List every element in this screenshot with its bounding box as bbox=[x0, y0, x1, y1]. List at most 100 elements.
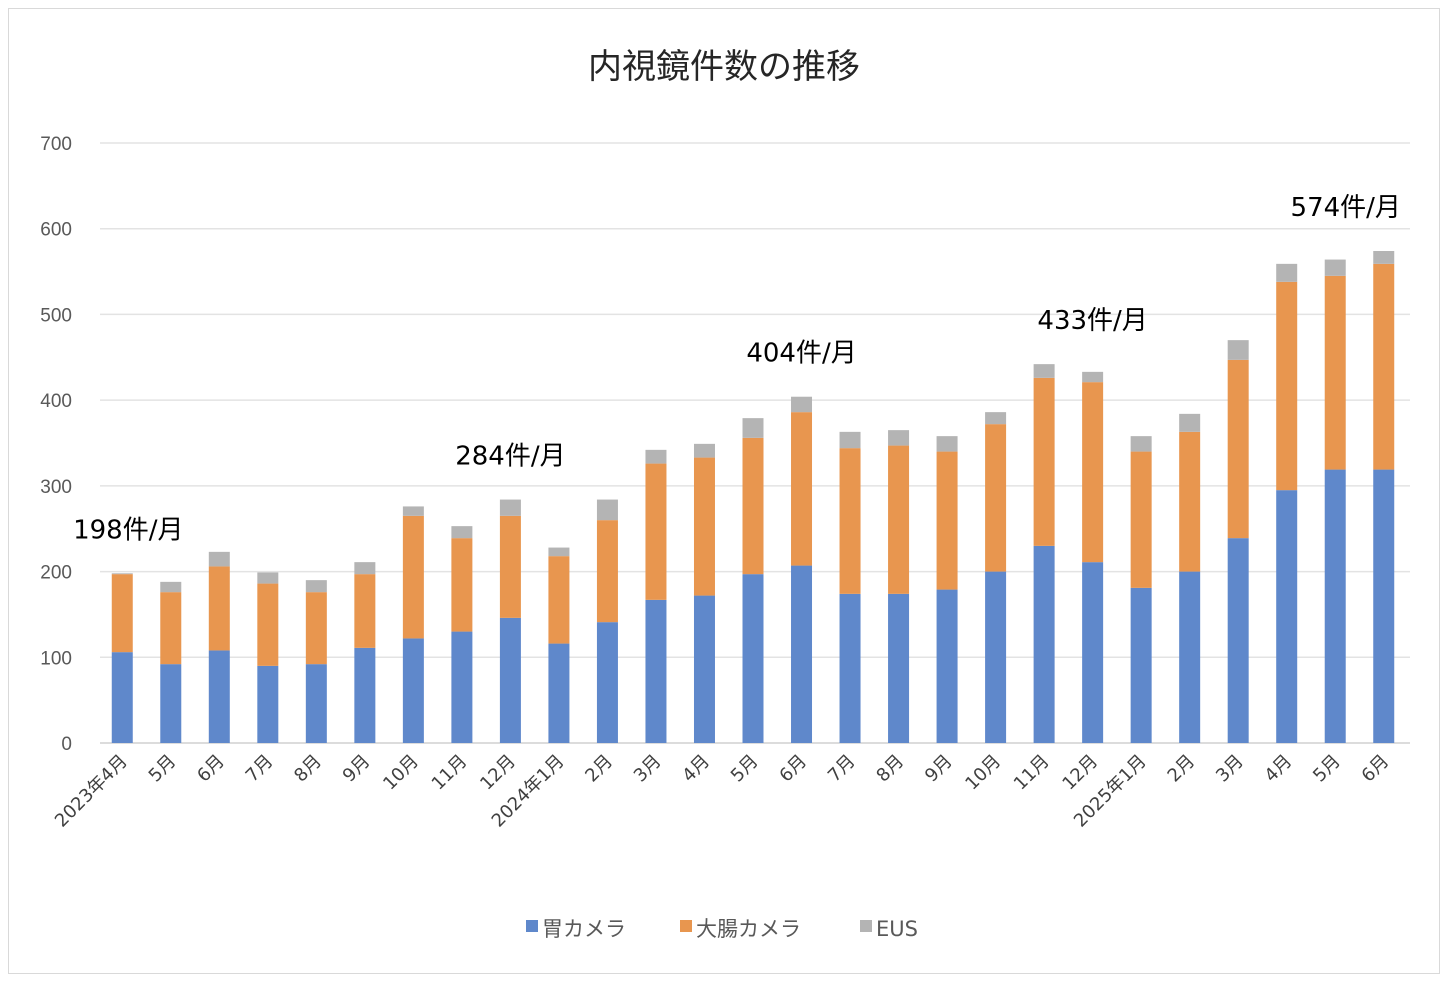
annotation-label: 404件/月 bbox=[746, 339, 856, 369]
bar-segment-stomach bbox=[257, 665, 279, 743]
x-tick-label: 10月 bbox=[961, 751, 1005, 795]
x-tick-label: 2月 bbox=[1164, 751, 1200, 787]
bar-segment-stomach bbox=[596, 622, 618, 743]
bar-segment-colon bbox=[548, 556, 570, 644]
x-tick-label: 11月 bbox=[1010, 751, 1054, 795]
bar-segment-colon bbox=[1179, 431, 1201, 572]
x-tick-label: 9月 bbox=[339, 751, 375, 787]
x-tick-label: 2023年4月 bbox=[51, 751, 132, 832]
x-tick-label: 4月 bbox=[1261, 751, 1297, 787]
x-tick-label: 12月 bbox=[1058, 751, 1102, 795]
legend-label: EUS bbox=[876, 917, 918, 941]
x-tick-label: 5月 bbox=[145, 751, 181, 787]
y-tick-label: 500 bbox=[40, 305, 72, 326]
bar-segment-stomach bbox=[936, 589, 958, 743]
bar-segment-stomach bbox=[208, 650, 230, 743]
bar-segment-stomach bbox=[1324, 469, 1346, 743]
bar-segment-colon bbox=[742, 437, 764, 575]
bar-segment-eus bbox=[548, 547, 570, 557]
x-tick-label: 6月 bbox=[1358, 751, 1394, 787]
y-tick-label: 300 bbox=[40, 477, 72, 498]
bar-segment-colon bbox=[1227, 359, 1249, 539]
bar-segment-colon bbox=[1130, 451, 1152, 588]
y-tick-label: 700 bbox=[40, 134, 72, 155]
bar-segment-eus bbox=[305, 580, 327, 593]
bar-segment-stomach bbox=[451, 631, 473, 743]
bar-segment-stomach bbox=[742, 574, 764, 743]
annotation-label: 198件/月 bbox=[73, 515, 183, 545]
bar-segment-colon bbox=[451, 538, 473, 632]
bar-segment-eus bbox=[451, 526, 473, 539]
x-tick-label: 8月 bbox=[290, 751, 326, 787]
bar-segment-stomach bbox=[1227, 538, 1249, 743]
bar-segment-colon bbox=[1373, 263, 1395, 470]
bar-segment-eus bbox=[888, 430, 910, 446]
bar-segment-eus bbox=[354, 562, 376, 575]
bar-segment-stomach bbox=[111, 652, 133, 743]
x-tick-label: 10月 bbox=[379, 751, 423, 795]
bar-segment-eus bbox=[1373, 251, 1395, 264]
bar-segment-colon bbox=[1276, 281, 1298, 491]
bar-segment-eus bbox=[160, 581, 182, 593]
x-tick-label: 8月 bbox=[872, 751, 908, 787]
bar-segment-colon bbox=[596, 520, 618, 623]
bar-segment-colon bbox=[499, 515, 521, 618]
annotation-label: 284件/月 bbox=[455, 442, 565, 472]
x-tick-label: 6月 bbox=[193, 751, 229, 787]
legend-label: 大腸カメラ bbox=[696, 917, 801, 941]
bar-segment-stomach bbox=[693, 595, 715, 743]
bar-segment-stomach bbox=[548, 643, 570, 743]
bar-segment-eus bbox=[111, 573, 133, 575]
bar-segment-eus bbox=[693, 443, 715, 458]
bar-segment-stomach bbox=[402, 638, 424, 743]
y-tick-label: 100 bbox=[40, 648, 72, 669]
bar-segment-eus bbox=[742, 418, 764, 438]
bar-segment-stomach bbox=[645, 599, 667, 743]
x-tick-label: 3月 bbox=[1212, 751, 1248, 787]
bar-segment-stomach bbox=[1082, 562, 1104, 743]
x-tick-label: 12月 bbox=[476, 751, 520, 795]
bar-segment-colon bbox=[1033, 377, 1055, 546]
bar-segment-eus bbox=[1324, 259, 1346, 276]
bar-segment-colon bbox=[257, 583, 279, 666]
legend-swatch bbox=[860, 920, 872, 932]
bar-segment-stomach bbox=[1276, 490, 1298, 743]
x-tick-label: 5月 bbox=[1309, 751, 1345, 787]
x-tick-label: 2月 bbox=[581, 751, 617, 787]
bar-segment-eus bbox=[936, 436, 958, 452]
bar-segment-eus bbox=[1130, 436, 1152, 452]
chart-frame bbox=[8, 8, 1440, 974]
bar-segment-stomach bbox=[1373, 469, 1395, 743]
x-tick-label: 6月 bbox=[775, 751, 811, 787]
x-tick-label: 5月 bbox=[727, 751, 763, 787]
bar-segment-stomach bbox=[791, 565, 813, 743]
bar-segment-colon bbox=[1324, 275, 1346, 470]
bar-segment-colon bbox=[839, 448, 861, 594]
chart-title: 内視鏡件数の推移 bbox=[588, 47, 860, 87]
bar-segment-colon bbox=[402, 515, 424, 639]
bar-segment-colon bbox=[645, 463, 667, 600]
bar-segment-colon bbox=[791, 412, 813, 566]
bar-segment-eus bbox=[1179, 413, 1201, 432]
bar-segment-stomach bbox=[1179, 571, 1201, 743]
bar-segment-eus bbox=[985, 412, 1007, 425]
bar-segment-stomach bbox=[354, 647, 376, 743]
annotation-label: 574件/月 bbox=[1291, 193, 1401, 223]
annotation-label: 433件/月 bbox=[1037, 306, 1147, 336]
bar-segment-eus bbox=[645, 449, 667, 464]
bar-segment-colon bbox=[936, 451, 958, 590]
legend-label: 胃カメラ bbox=[542, 917, 626, 941]
bar-segment-stomach bbox=[839, 593, 861, 743]
bar-segment-stomach bbox=[1130, 587, 1152, 743]
bar-segment-eus bbox=[1033, 364, 1055, 378]
bar-segment-colon bbox=[208, 566, 230, 651]
bar-segment-stomach bbox=[499, 617, 521, 743]
bar-segment-colon bbox=[111, 574, 133, 653]
bar-segment-stomach bbox=[305, 664, 327, 743]
x-tick-label: 3月 bbox=[630, 751, 666, 787]
bar-segment-eus bbox=[839, 431, 861, 449]
y-tick-label: 600 bbox=[40, 220, 72, 241]
x-tick-label: 4月 bbox=[678, 751, 714, 787]
bar-segment-colon bbox=[305, 592, 327, 665]
